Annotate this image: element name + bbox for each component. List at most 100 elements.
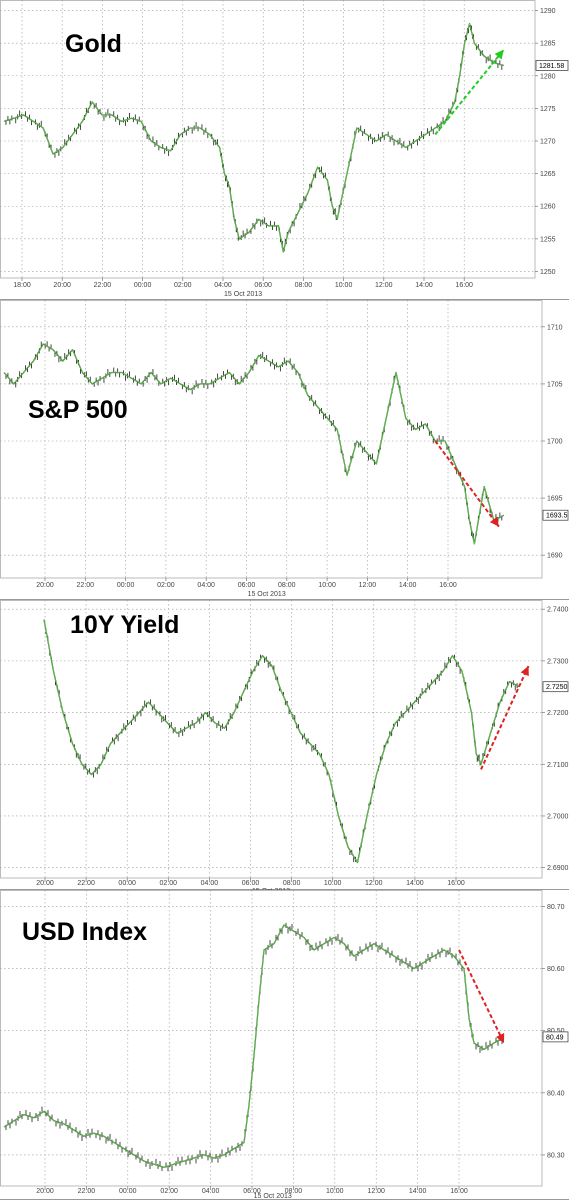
sp500-ytick-label: 1695 <box>547 496 563 503</box>
usd-index-xtick-label: 12:00 <box>367 1188 385 1195</box>
10y-yield-ytick-label: 2.7000 <box>547 813 569 820</box>
gold-trend-arrow-line <box>434 49 505 136</box>
gold-xtick-label: 04:00 <box>214 282 232 289</box>
sp500-chart-svg: 20:00 22:00 00:00 02:00 04:00 06:00 08:00 10:00… <box>0 300 569 600</box>
gold-xtick-label: 16:00 <box>455 282 473 289</box>
gold-last-value-label: 1281.58 <box>539 63 564 70</box>
usd-index-ytick-label: 80.60 <box>547 966 565 973</box>
usd-index-xtick-label: 04:00 <box>202 1188 220 1195</box>
usd-index-chart-svg: 20:00 22:00 00:00 02:00 04:00 06:00 08:00 10:00… <box>0 890 569 1200</box>
gold-date-label: 15 Oct 2013 <box>224 291 262 298</box>
sp500-xtick-label: 04:00 <box>197 582 215 589</box>
usd-index-plot-frame <box>0 890 543 1187</box>
sp500-trend-arrow-line <box>434 440 500 528</box>
usd-index-xtick-label: 14:00 <box>409 1188 427 1195</box>
gold-ytick-label: 1290 <box>540 8 556 15</box>
usd-index-ytick-label: 80.30 <box>547 1152 565 1159</box>
gold-ytick-label: 1275 <box>540 106 556 113</box>
gold-xtick-label: 00:00 <box>134 282 152 289</box>
usd-index-chart-panel: 20:00 22:00 00:00 02:00 04:00 06:00 08:00 10:00… <box>0 890 569 1200</box>
10y-yield-xtick-label: 00:00 <box>118 880 136 887</box>
gold-xtick-label: 02:00 <box>174 282 192 289</box>
gold-trend-arrow-head <box>494 49 504 60</box>
sp500-ytick-label: 1705 <box>547 381 563 388</box>
10y-yield-chart-title: 10Y Yield <box>70 611 179 639</box>
sp500-ytick-label: 1710 <box>547 324 563 331</box>
gold-xtick-label: 08:00 <box>295 282 313 289</box>
sp500-trend-arrow-head <box>489 516 499 527</box>
10y-yield-ytick-label: 2.7300 <box>547 658 569 665</box>
usd-index-xtick-label: 00:00 <box>119 1188 137 1195</box>
usd-index-series-highlight <box>3 924 505 1168</box>
sp500-ytick-label: 1690 <box>547 553 563 560</box>
gold-chart-title: Gold <box>65 30 122 58</box>
usd-index-xtick-label: 08:00 <box>285 1188 303 1195</box>
usd-index-xtick-label: 10:00 <box>326 1188 344 1195</box>
usd-index-last-value-label: 80.49 <box>546 1034 564 1041</box>
usd-index-chart-title: USD Index <box>22 918 147 946</box>
10y-yield-ytick-label: 2.7100 <box>547 762 569 769</box>
10y-yield-xtick-label: 22:00 <box>77 880 95 887</box>
gold-xtick-label: 18:00 <box>13 282 31 289</box>
usd-index-xtick-label: 06:00 <box>243 1188 261 1195</box>
10y-yield-date-label: 15 Oct 2013 <box>252 888 290 890</box>
gold-ytick-label: 1265 <box>540 171 556 178</box>
10y-yield-trend-arrow-line <box>480 665 530 770</box>
10y-yield-series-highlight <box>43 619 520 863</box>
sp500-xtick-label: 22:00 <box>77 582 95 589</box>
usd-index-xtick-label: 16:00 <box>450 1188 468 1195</box>
10y-yield-ytick-label: 2.7200 <box>547 710 569 717</box>
usd-index-ytick-label: 80.70 <box>547 904 565 911</box>
10y-yield-plot-frame <box>0 600 543 879</box>
usd-index-xtick-label: 22:00 <box>78 1188 96 1195</box>
10y-yield-last-value-box <box>542 681 569 693</box>
usd-index-xtick-label: 02:00 <box>160 1188 178 1195</box>
10y-yield-xtick-label: 04:00 <box>201 880 219 887</box>
sp500-xtick-label: 12:00 <box>359 582 377 589</box>
gold-ytick-label: 1255 <box>540 236 556 243</box>
sp500-xtick-label: 02:00 <box>157 582 175 589</box>
sp500-last-value-box <box>542 509 569 521</box>
10y-yield-ytick-label: 2.6900 <box>547 865 569 872</box>
gold-ytick-label: 1270 <box>540 139 556 146</box>
10y-yield-xtick-label: 16:00 <box>447 880 465 887</box>
sp500-xtick-label: 16:00 <box>439 582 457 589</box>
10y-yield-ytick-label: 2.7400 <box>547 607 569 614</box>
gold-plot-frame <box>0 0 536 279</box>
gold-xtick-label: 10:00 <box>335 282 353 289</box>
sp500-xtick-label: 08:00 <box>278 582 296 589</box>
10y-yield-xtick-label: 14:00 <box>406 880 424 887</box>
gold-ytick-label: 1260 <box>540 204 556 211</box>
usd-index-trend-arrow-line <box>458 949 505 1044</box>
sp500-date-label: 15 Oct 2013 <box>248 591 286 598</box>
sp500-plot-frame <box>0 300 543 579</box>
gold-xtick-label: 06:00 <box>254 282 272 289</box>
sp500-xtick-label: 14:00 <box>399 582 417 589</box>
gold-xtick-label: 14:00 <box>415 282 433 289</box>
10y-yield-trend-arrow-head <box>520 666 529 677</box>
sp500-chart-panel: 20:00 22:00 00:00 02:00 04:00 06:00 08:00 10:00… <box>0 300 569 600</box>
sp500-xtick-label: 06:00 <box>238 582 256 589</box>
10y-yield-chart-panel: 20:00 22:00 00:00 02:00 04:00 06:00 08:00 10:00… <box>0 600 569 890</box>
gold-chart-panel: 18:00 20:00 22:00 00:00 02:00 04:00 06:00 08:00… <box>0 0 569 300</box>
sp500-xtick-label: 10:00 <box>318 582 336 589</box>
sp500-last-value-label: 1693.5 <box>546 513 568 520</box>
gold-xtick-label: 22:00 <box>94 282 112 289</box>
gold-xtick-label: 20:00 <box>53 282 71 289</box>
gold-ytick-label: 1250 <box>540 269 556 276</box>
sp500-xtick-label: 00:00 <box>117 582 135 589</box>
usd-index-last-value-box <box>542 1031 569 1043</box>
gold-series-highlight <box>3 23 504 253</box>
10y-yield-xtick-label: 06:00 <box>242 880 260 887</box>
gold-xtick-label: 12:00 <box>375 282 393 289</box>
10y-yield-chart-svg: 20:00 22:00 00:00 02:00 04:00 06:00 08:00 10:00… <box>0 600 569 890</box>
gold-ytick-label: 1280 <box>540 73 556 80</box>
usd-index-date-label: 15 Oct 2013 <box>254 1193 292 1200</box>
gold-last-value-box <box>535 60 569 71</box>
usd-index-ytick-label: 80.40 <box>547 1090 565 1097</box>
sp500-ytick-label: 1700 <box>547 439 563 446</box>
10y-yield-xtick-label: 20:00 <box>36 880 54 887</box>
10y-yield-xtick-label: 12:00 <box>365 880 383 887</box>
10y-yield-xtick-label: 10:00 <box>324 880 342 887</box>
